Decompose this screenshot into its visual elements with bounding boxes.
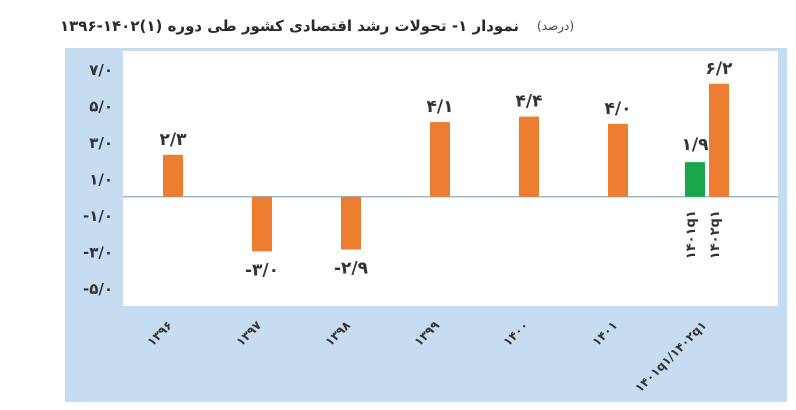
y-tick-label: ۱/۰ (89, 171, 113, 189)
y-tick-label: ۷/۰ (89, 61, 113, 79)
bar-chart: ۷/۰۵/۰۳/۰۱/۰-۱/۰-۳/۰-۵/۰۲/۳۱۳۹۶-۳/۰۱۳۹۷-… (65, 48, 787, 402)
y-tick-label: -۵/۰ (83, 280, 113, 298)
y-tick-label: ۳/۰ (89, 134, 113, 152)
bar-annotation: ۱۴۰۲q۱ (708, 210, 723, 259)
chart-area: ۷/۰ ۵/۰ ۳/۰ ۱/۰ -۱/۰ -۳/۰ -۵/۰ ۲/۳ ۱۳۹۶ -۳/۰ ۱۳۹۷-… (65, 48, 787, 402)
plot-area (123, 51, 778, 306)
bar-value-label: ۱/۹ (682, 135, 710, 155)
bar (430, 122, 450, 197)
bar (252, 196, 272, 252)
bar (685, 162, 705, 197)
bar-value-label: -۳/۰ (245, 260, 279, 280)
bar-value-label: ۶/۲ (706, 59, 734, 79)
y-tick-label: ۵/۰ (89, 98, 113, 116)
bar (709, 83, 729, 197)
bar-value-label: -۲/۹ (334, 259, 369, 279)
chart-unit: (درصد) (537, 19, 575, 33)
bar-value-label: ۴/۱ (427, 97, 454, 117)
bar-value-label: ۲/۳ (160, 130, 188, 150)
bar (519, 116, 539, 197)
bar-annotation: ۱۴۰۱q۱ (684, 210, 699, 259)
chart-header: نمودار ۱- تحولات رشد اقتصادی کشور طی دور… (60, 6, 788, 46)
bar (163, 154, 183, 197)
bar (341, 196, 361, 250)
y-tick-label: -۱/۰ (83, 207, 113, 225)
chart-title: نمودار ۱- تحولات رشد اقتصادی کشور طی دور… (60, 17, 520, 35)
bar-value-label: ۴/۰ (605, 99, 632, 119)
bar (608, 123, 628, 197)
y-tick-label: -۳/۰ (83, 243, 113, 261)
bar-value-label: ۴/۴ (516, 92, 543, 112)
